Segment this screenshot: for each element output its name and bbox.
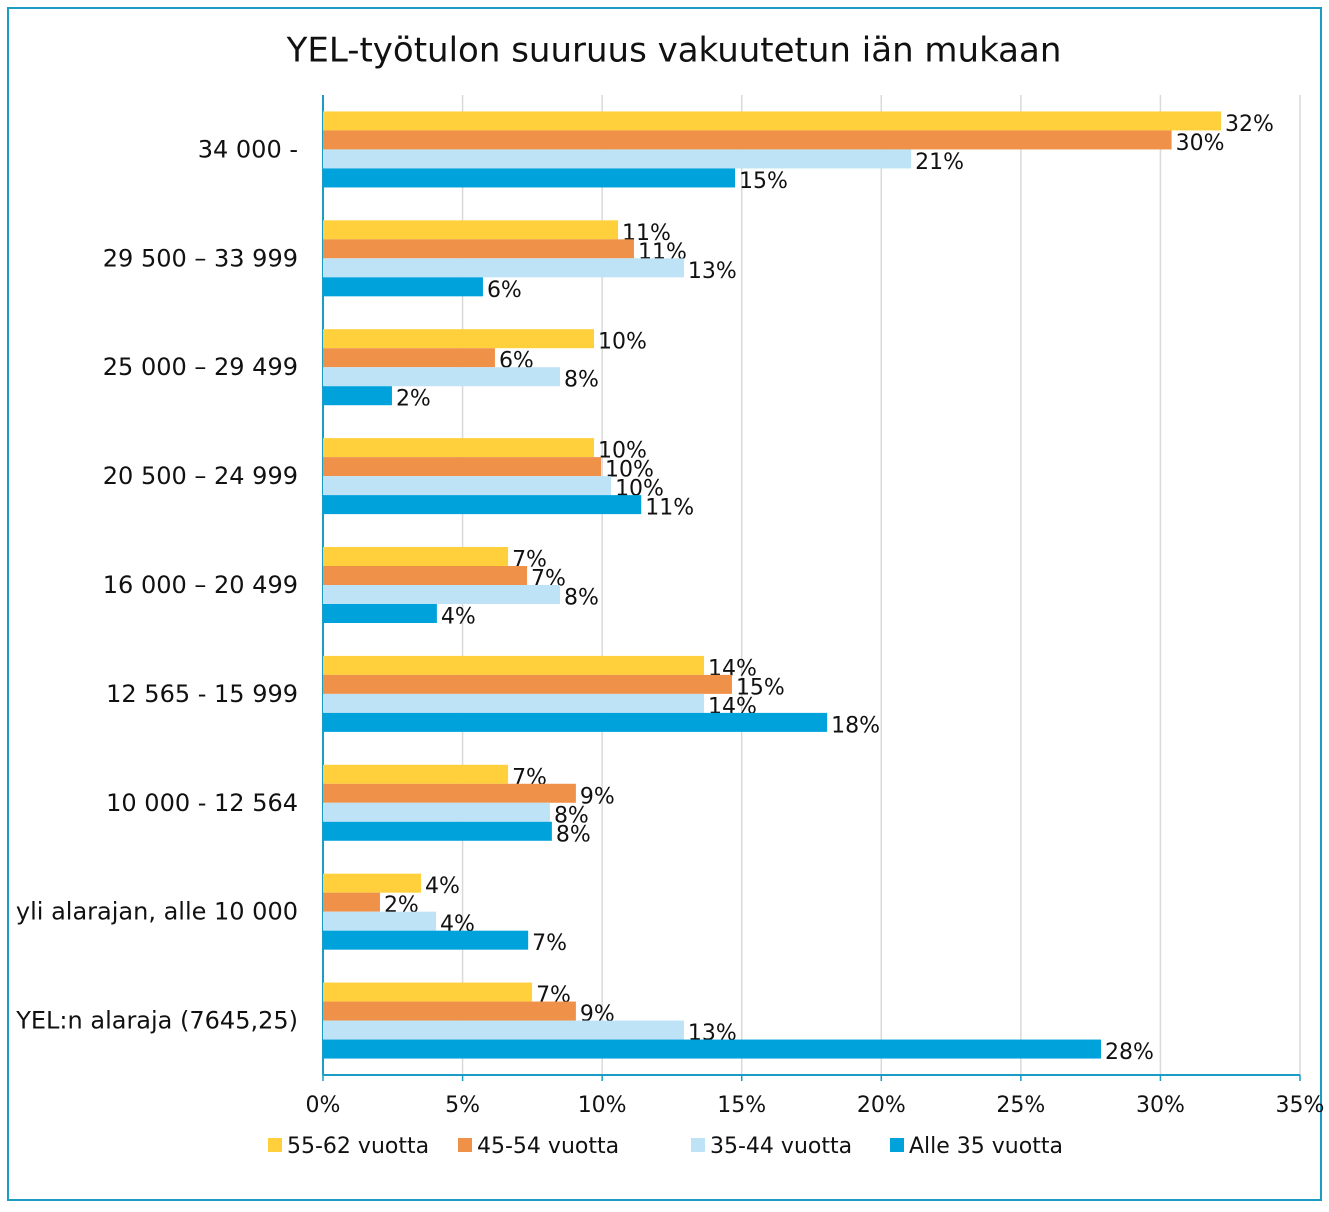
bar <box>323 457 602 477</box>
y-tick-label: YEL:n alaraja (7645,25) <box>15 1007 298 1035</box>
legend-label: 35-44 vuotta <box>710 1134 852 1159</box>
bar <box>323 764 509 784</box>
bar <box>323 783 576 803</box>
bar <box>323 367 560 387</box>
y-tick-label: 12 565 - 15 999 <box>106 680 298 708</box>
bar <box>323 712 828 732</box>
value-label: 8% <box>564 586 599 611</box>
value-label: 21% <box>915 150 964 175</box>
bar <box>323 674 732 694</box>
bar <box>323 982 533 1002</box>
value-label: 18% <box>831 713 880 738</box>
bar <box>323 911 437 931</box>
value-label: 7% <box>532 931 567 956</box>
y-tick-label: 20 500 – 24 999 <box>103 462 298 490</box>
bar <box>323 111 1222 131</box>
bar <box>323 892 380 912</box>
bar <box>323 220 619 240</box>
value-label: 8% <box>564 368 599 393</box>
value-label: 4% <box>425 874 460 899</box>
value-label: 30% <box>1176 131 1225 156</box>
x-tick-label: 0% <box>306 1093 341 1118</box>
legend-swatch <box>458 1138 472 1152</box>
value-label: 8% <box>556 822 591 847</box>
bar <box>323 547 509 566</box>
y-tick-label: 16 000 – 20 499 <box>103 571 298 599</box>
x-tick-label: 30% <box>1136 1093 1185 1118</box>
legend-label: 55-62 vuotta <box>287 1134 429 1159</box>
y-tick-label: 34 000 - <box>198 135 298 163</box>
bar <box>323 277 483 297</box>
value-label: 4% <box>441 605 476 630</box>
value-label: 6% <box>487 278 522 303</box>
bar <box>323 930 529 950</box>
legend-swatch <box>268 1138 282 1152</box>
bar <box>323 821 552 841</box>
bar <box>323 149 912 169</box>
bar <box>323 873 421 893</box>
y-tick-label: 25 000 – 29 499 <box>103 353 298 381</box>
bar <box>323 693 705 713</box>
bar <box>323 258 684 278</box>
value-label: 32% <box>1225 112 1274 137</box>
value-label: 11% <box>645 496 694 521</box>
chart-frame <box>7 7 1322 1201</box>
bar <box>323 585 560 604</box>
value-label: 15% <box>739 169 788 194</box>
value-label: 2% <box>396 387 431 412</box>
bar <box>323 130 1172 150</box>
bar <box>323 329 595 349</box>
value-label: 8% <box>554 803 589 828</box>
chart-title: YEL-työtulon suuruus vakuutetun iän muka… <box>286 31 1062 71</box>
bar <box>323 566 528 585</box>
bar <box>323 168 736 188</box>
bar <box>323 1020 684 1040</box>
legend-swatch <box>890 1138 904 1152</box>
legend-label: Alle 35 vuotta <box>909 1134 1063 1159</box>
legend-swatch <box>691 1138 705 1152</box>
bar <box>323 655 705 675</box>
x-tick-label: 10% <box>578 1093 627 1118</box>
x-tick-label: 5% <box>445 1093 480 1118</box>
value-label: 15% <box>736 675 785 700</box>
value-label: 9% <box>580 784 615 809</box>
bar <box>323 1001 576 1021</box>
x-tick-label: 35% <box>1276 1093 1325 1118</box>
x-tick-label: 25% <box>996 1093 1045 1118</box>
value-label: 13% <box>688 259 737 284</box>
bar <box>323 438 595 458</box>
bar <box>323 495 642 515</box>
x-tick-label: 15% <box>717 1093 766 1118</box>
y-tick-label: yli alarajan, alle 10 000 <box>16 898 298 926</box>
bar <box>323 1039 1101 1059</box>
legend-label: 45-54 vuotta <box>477 1134 619 1159</box>
bar <box>323 604 437 623</box>
bar <box>323 476 612 496</box>
value-label: 10% <box>598 439 647 464</box>
value-label: 10% <box>605 458 654 483</box>
bar <box>323 802 550 822</box>
bar <box>323 239 634 259</box>
value-label: 28% <box>1105 1040 1154 1065</box>
bar <box>323 386 392 406</box>
y-tick-label: 29 500 – 33 999 <box>103 244 298 272</box>
y-tick-label: 10 000 - 12 564 <box>106 789 298 817</box>
value-label: 10% <box>598 330 647 355</box>
x-tick-label: 20% <box>857 1093 906 1118</box>
bar <box>323 348 495 368</box>
